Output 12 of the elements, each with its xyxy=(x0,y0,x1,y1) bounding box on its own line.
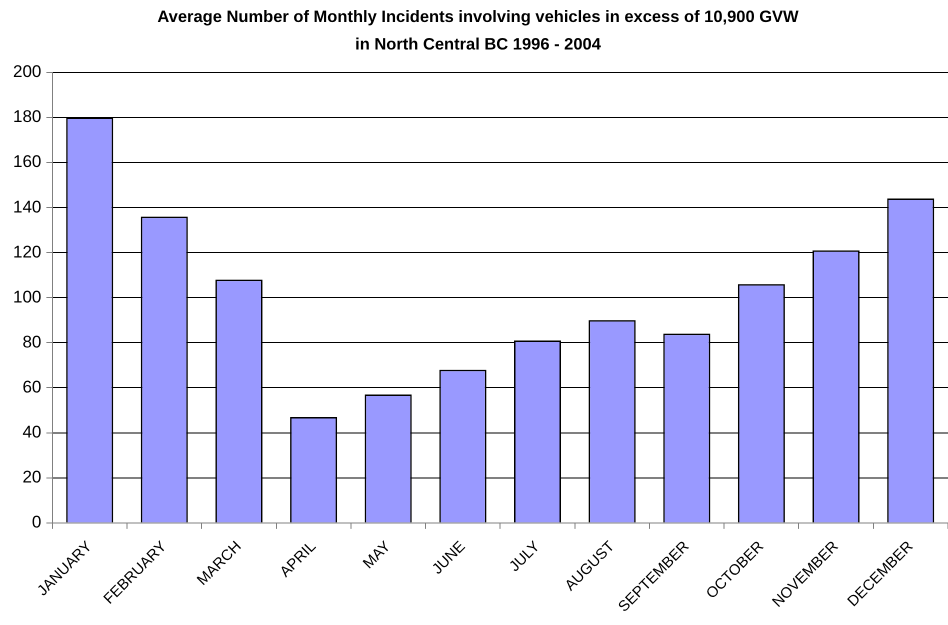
y-tick-label: 160 xyxy=(12,152,42,172)
y-tick-label: 100 xyxy=(12,287,42,306)
chart-title: Average Number of Monthly Incidents involving vehicles in excess of 10,900 GVW in North Central BC 1996 - 2004 xyxy=(157,8,800,54)
y-tick-label: 140 xyxy=(12,197,42,216)
y-tick-label: 20 xyxy=(22,468,42,486)
y-tick-label: 0 xyxy=(32,512,42,532)
y-tick-label: 60 xyxy=(22,377,42,396)
y-tick-label: 200 xyxy=(12,62,42,82)
y-tick-label: 40 xyxy=(22,422,42,442)
y-tick-label: 120 xyxy=(12,242,42,262)
y-tick-label: 180 xyxy=(12,107,42,126)
y-tick-label: 80 xyxy=(22,332,42,352)
